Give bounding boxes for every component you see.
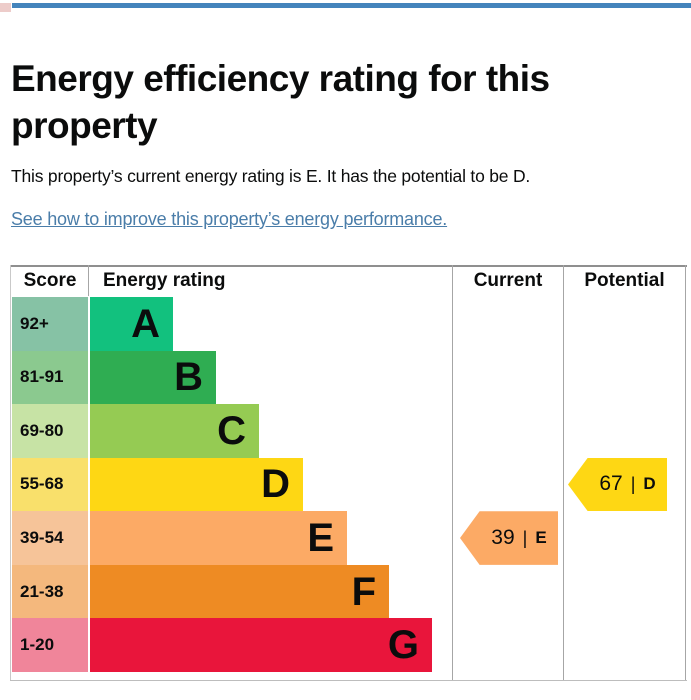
score-cell: 55-68 xyxy=(12,457,88,512)
score-cell: 69-80 xyxy=(12,404,88,458)
rating-row: 92+ A xyxy=(10,297,687,351)
rating-band-letter: D xyxy=(261,462,290,507)
score-range-label: 39-54 xyxy=(20,528,64,548)
rating-band-letter: E xyxy=(307,516,334,561)
rating-summary-text: This property’s current energy rating is… xyxy=(11,165,531,186)
rating-row: 69-80 C xyxy=(10,404,687,458)
improve-performance-link[interactable]: See how to improve this property’s energ… xyxy=(11,209,448,229)
potential-rating-band: D xyxy=(643,474,656,494)
page-title: Energy efficiency rating for this propert… xyxy=(11,55,651,149)
score-range-label: 69-80 xyxy=(20,420,64,440)
score-cell: 21-38 xyxy=(12,564,88,619)
rating-band-letter: F xyxy=(351,569,376,614)
rating-band-bar: G xyxy=(90,618,432,672)
divider-rating-current xyxy=(452,265,453,681)
rating-band-bar: D xyxy=(90,457,303,512)
table-right-border xyxy=(685,265,686,681)
rating-row: 1-20 G xyxy=(10,618,687,672)
score-range-label: 55-68 xyxy=(20,474,64,494)
score-cell: 81-91 xyxy=(12,350,88,405)
rating-band-letter: B xyxy=(174,355,203,400)
rating-row: 39-54 E xyxy=(10,511,687,565)
current-rating-band: E xyxy=(535,528,547,548)
column-header-current: Current xyxy=(473,270,543,291)
score-cell: 39-54 xyxy=(12,511,88,565)
rating-band-bar: C xyxy=(90,404,259,458)
score-range-label: 1-20 xyxy=(20,635,55,655)
current-rating-marker: 39 | E xyxy=(460,511,558,565)
column-header-potential: Potential xyxy=(584,270,665,291)
score-range-label: 81-91 xyxy=(20,367,64,387)
score-cell: 1-20 xyxy=(12,618,88,672)
rating-band-letter: G xyxy=(387,623,419,668)
current-rating-separator: | xyxy=(522,527,528,548)
score-range-label: 21-38 xyxy=(20,581,64,601)
rating-band-letter: A xyxy=(131,301,160,346)
top-left-artifact xyxy=(0,3,11,12)
page-title-line2: property xyxy=(11,104,158,146)
top-divider-rule xyxy=(12,3,691,8)
potential-rating-separator: | xyxy=(630,473,636,494)
potential-rating-value: 67 xyxy=(599,472,623,496)
current-rating-value: 39 xyxy=(491,526,515,550)
table-bottom-border xyxy=(10,680,687,681)
score-range-label: 92+ xyxy=(20,313,49,333)
divider-score-rating xyxy=(88,265,89,296)
rating-band-bar: A xyxy=(90,297,173,351)
rating-row: 81-91 B xyxy=(10,350,687,405)
rating-row: 55-68 D xyxy=(10,457,687,512)
table-top-border xyxy=(10,265,687,267)
score-cell: 92+ xyxy=(12,297,88,351)
rating-row: 21-38 F xyxy=(10,564,687,619)
rating-band-letter: C xyxy=(217,408,246,453)
energy-rating-chart: Score Energy rating Current Potential 92… xyxy=(10,265,687,683)
column-header-energy-rating: Energy rating xyxy=(103,270,226,291)
rating-band-bar: E xyxy=(90,511,347,565)
page-title-line1: Energy efficiency rating for this xyxy=(11,57,550,99)
divider-current-potential xyxy=(563,265,564,681)
potential-rating-marker: 67 | D xyxy=(568,457,667,512)
rating-band-bar: F xyxy=(90,564,389,619)
column-header-score: Score xyxy=(23,270,77,291)
table-left-border xyxy=(10,265,11,681)
rating-band-bar: B xyxy=(90,350,216,405)
